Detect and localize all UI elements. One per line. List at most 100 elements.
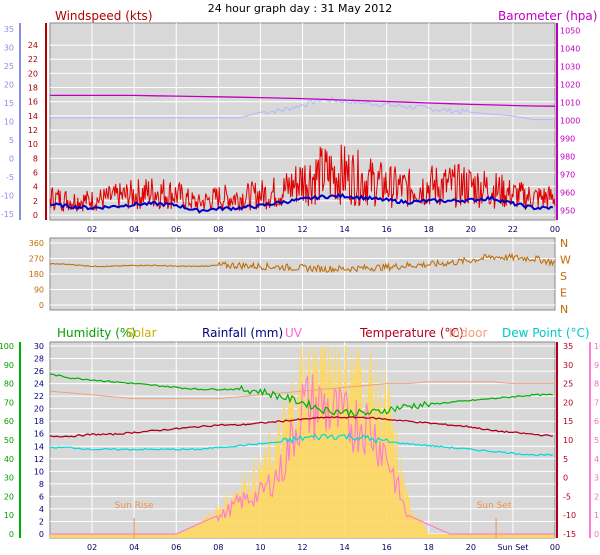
rain-tick-label: 8 [39, 480, 44, 489]
humidity-series [49, 373, 554, 418]
baro-tick-label: 980 [560, 153, 575, 162]
uv-tick-label: 7 [594, 398, 599, 407]
rain-tick-label: 6 [39, 492, 44, 501]
x-tick-label: 08 [213, 225, 223, 234]
x-tick-label: 18 [424, 225, 434, 234]
compass-label: N [560, 303, 568, 316]
humidity-tick-label: 60 [4, 417, 14, 426]
solar-legend: Solar [126, 326, 157, 340]
x-tick-label: 06 [171, 543, 181, 552]
dewpoint-series [49, 433, 554, 457]
humidity-tick-label: 10 [4, 511, 14, 520]
x-tick-label: Sun Set [497, 543, 528, 552]
wind-tick-label: 6 [33, 169, 38, 178]
x-tick-label: 20 [466, 225, 476, 234]
far-left-tick-label: 30 [4, 44, 14, 53]
temp-tick-label: -10 [563, 511, 576, 520]
x-tick-label: 12 [297, 543, 307, 552]
far-left-tick-label: 10 [4, 118, 14, 127]
x-tick-label: 14 [339, 225, 349, 234]
far-left-tick-label: 35 [4, 25, 14, 34]
baro-tick-label: 1040 [560, 45, 580, 54]
wind-average-series [49, 192, 554, 214]
uv-tick-label: 3 [594, 474, 599, 483]
rainfall-legend: Rainfall (mm) [202, 326, 283, 340]
x-tick-label: 04 [129, 225, 139, 234]
temp-tick-label: 5 [563, 455, 568, 464]
temp-tick-label: 30 [563, 361, 573, 370]
rain-tick-label: 2 [39, 517, 44, 526]
rain-tick-label: 0 [39, 530, 44, 539]
uv-legend: UV [285, 326, 303, 340]
temp-tick-label: 15 [563, 417, 573, 426]
rain-tick-label: 20 [34, 405, 44, 414]
baro-tick-label: 960 [560, 189, 575, 198]
baro-tick-label: 1000 [560, 117, 580, 126]
temperature-legend: Temperature (°C) [359, 326, 464, 340]
direction-tick-label: 180 [29, 270, 44, 279]
far-left-tick-label: -5 [6, 173, 14, 182]
wind-tick-label: 2 [33, 197, 38, 206]
wind-tick-label: 0 [33, 211, 38, 220]
x-tick-label: 12 [297, 225, 307, 234]
wind-direction-series [49, 252, 556, 274]
indoor-series [49, 381, 555, 400]
uv-tick-label: 2 [594, 492, 599, 501]
x-tick-label: 08 [213, 543, 223, 552]
page-title: 24 hour graph day : 31 May 2012 [208, 2, 393, 15]
baro-tick-label: 990 [560, 135, 575, 144]
uv-tick-label: 0 [594, 530, 599, 539]
direction-tick-label: 0 [39, 301, 44, 310]
rain-tick-label: 10 [34, 467, 44, 476]
wind-tick-label: 24 [28, 41, 38, 50]
baro-tick-label: 1050 [560, 27, 580, 36]
far-left-tick-label: -15 [1, 210, 14, 219]
wind-tick-label: 8 [33, 154, 38, 163]
x-tick-label: 16 [382, 225, 392, 234]
compass-label: S [560, 270, 567, 283]
x-tick-label: 00 [550, 225, 560, 234]
baro-tick-label: 1020 [560, 81, 580, 90]
x-tick-label: 06 [171, 225, 181, 234]
x-tick-label: 20 [466, 543, 476, 552]
far-left-tick-label: 0 [9, 155, 14, 164]
x-tick-label: 04 [129, 543, 139, 552]
rain-tick-label: 26 [34, 367, 44, 376]
humidity-tick-label: 40 [4, 455, 14, 464]
windspeed-legend: Windspeed (kts) [55, 9, 153, 23]
temp-tick-label: 20 [563, 398, 573, 407]
temp-tick-label: 0 [563, 474, 568, 483]
rain-tick-label: 24 [34, 380, 44, 389]
wind-tick-label: 14 [28, 112, 38, 121]
direction-tick-label: 270 [29, 255, 44, 264]
baro-left-trace-series [50, 96, 553, 121]
solar-series [50, 346, 555, 538]
humidity-tick-label: 50 [4, 436, 14, 445]
direction-tick-label: 360 [29, 239, 44, 248]
direction-tick-label: 90 [34, 286, 44, 295]
x-tick-label: 14 [339, 543, 349, 552]
sunset-label: Sun Set [477, 501, 512, 511]
uv-tick-label: 4 [594, 455, 599, 464]
uv-tick-label: 10 [594, 342, 600, 351]
indoor-legend: Indoor [449, 326, 487, 340]
humidity-tick-label: 90 [4, 361, 14, 370]
barometer-legend: Barometer (hpa) [498, 9, 597, 23]
uv-tick-label: 8 [594, 380, 599, 389]
sunrise-label: Sun Rise [115, 501, 154, 511]
wind-tick-label: 20 [28, 69, 38, 78]
rain-tick-label: 4 [39, 505, 44, 514]
rain-tick-label: 18 [34, 417, 44, 426]
humidity-tick-label: 80 [4, 380, 14, 389]
rain-tick-label: 16 [34, 430, 44, 439]
temp-tick-label: -15 [563, 530, 576, 539]
uv-tick-label: 5 [594, 436, 599, 445]
humidity-tick-label: 70 [4, 398, 14, 407]
rain-tick-label: 28 [34, 355, 44, 364]
x-tick-label: 10 [255, 225, 265, 234]
x-tick-label: 22 [508, 225, 518, 234]
x-tick-label: 02 [87, 225, 97, 234]
far-left-tick-label: -10 [1, 192, 14, 201]
uv-tick-label: 1 [594, 511, 599, 520]
